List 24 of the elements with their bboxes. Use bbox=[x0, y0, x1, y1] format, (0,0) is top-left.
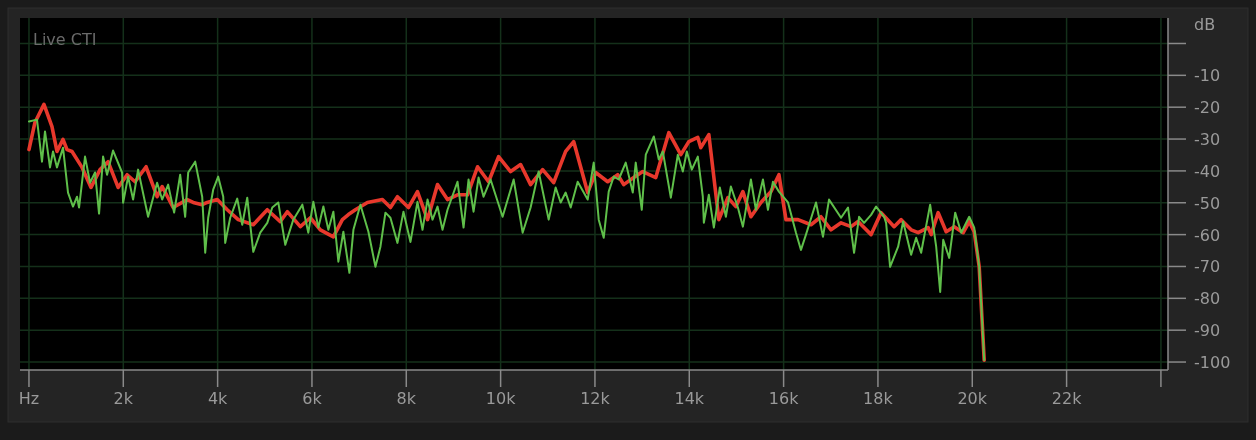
x-tick-label: 10k bbox=[485, 389, 517, 408]
y-tick-label: -70 bbox=[1194, 257, 1221, 277]
y-axis-title: dB bbox=[1194, 15, 1216, 34]
x-tick-label: 22k bbox=[1051, 389, 1083, 408]
y-tick-label: -100 bbox=[1194, 353, 1231, 373]
x-tick-label: 12k bbox=[580, 389, 611, 408]
x-tick-label: 8k bbox=[396, 389, 417, 408]
x-tick-label: 18k bbox=[863, 389, 894, 408]
x-tick-label: 6k bbox=[302, 389, 323, 408]
y-tick-label: -60 bbox=[1194, 225, 1221, 245]
y-tick-label: -10 bbox=[1194, 66, 1221, 86]
y-tick-label: -20 bbox=[1194, 98, 1221, 118]
text: Live CTI bbox=[33, 30, 97, 49]
y-tick-label: -50 bbox=[1194, 193, 1221, 213]
x-tick-label: 2k bbox=[113, 389, 134, 408]
y-tick-label: -40 bbox=[1194, 161, 1221, 181]
y-tick-label: -80 bbox=[1194, 289, 1221, 309]
x-tick-label: 20k bbox=[957, 389, 988, 408]
y-tick-label: -30 bbox=[1194, 130, 1221, 150]
y-tick-label: -90 bbox=[1194, 321, 1221, 341]
x-tick-label: 16k bbox=[768, 389, 800, 408]
x-tick-label: 4k bbox=[207, 389, 229, 408]
x-tick-label: Hz bbox=[18, 389, 40, 408]
x-tick-label: 14k bbox=[674, 389, 705, 408]
